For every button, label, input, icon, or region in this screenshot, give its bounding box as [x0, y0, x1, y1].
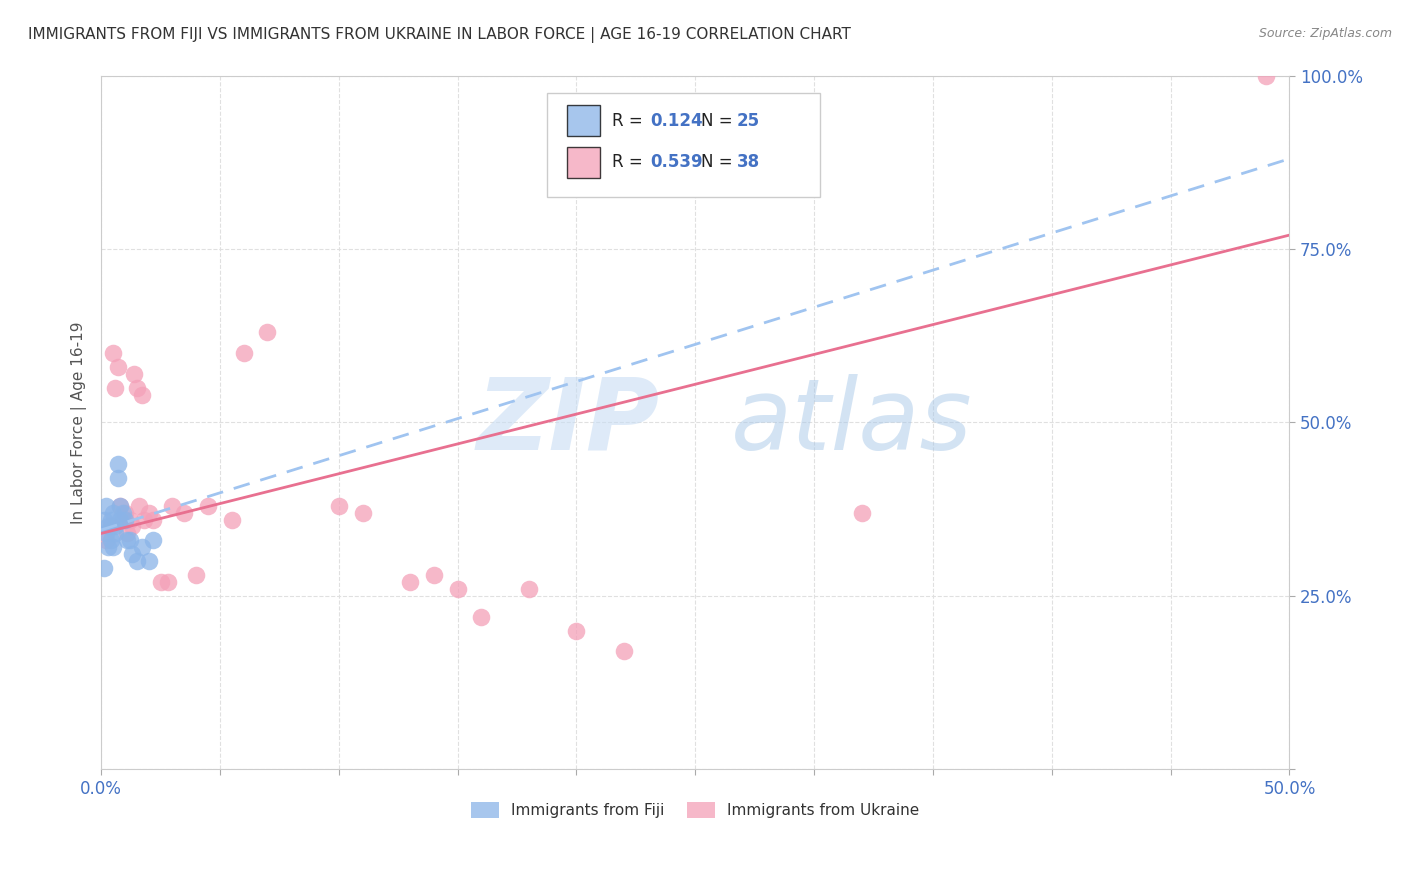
Point [93, 512, 115, 526]
Point [138, 506, 160, 520]
FancyBboxPatch shape [567, 105, 600, 136]
Point [131, 541, 153, 555]
Point [104, 526, 127, 541]
Point [97, 541, 120, 555]
Point [125, 381, 148, 395]
Point [111, 506, 134, 520]
Point [173, 506, 195, 520]
Text: 25: 25 [737, 112, 761, 129]
Point [118, 533, 141, 548]
Point [94, 533, 117, 548]
Point [399, 574, 422, 589]
Text: R =: R = [612, 153, 648, 171]
Point [851, 506, 873, 520]
Text: N =: N = [702, 112, 738, 129]
Point [121, 547, 143, 561]
Point [117, 526, 139, 541]
Point [100, 512, 122, 526]
Point [232, 346, 254, 360]
Point [108, 499, 131, 513]
Text: IMMIGRANTS FROM FIJI VS IMMIGRANTS FROM UKRAINE IN LABOR FORCE | AGE 16-19 CORRE: IMMIGRANTS FROM FIJI VS IMMIGRANTS FROM … [28, 27, 851, 43]
Point [256, 325, 278, 339]
Point [613, 644, 636, 658]
Point [101, 541, 124, 555]
Point [131, 387, 153, 401]
Point [328, 499, 350, 513]
Legend: Immigrants from Fiji, Immigrants from Ukraine: Immigrants from Fiji, Immigrants from Uk… [465, 796, 925, 824]
Point [111, 512, 134, 526]
Point [128, 499, 150, 513]
Point [470, 609, 492, 624]
Point [104, 519, 127, 533]
Point [100, 533, 122, 548]
Point [186, 568, 208, 582]
Point [104, 381, 127, 395]
Text: N =: N = [702, 153, 738, 171]
Point [352, 506, 374, 520]
Point [565, 624, 588, 638]
Point [125, 554, 148, 568]
Point [517, 582, 540, 596]
Point [142, 533, 165, 548]
FancyBboxPatch shape [567, 146, 600, 178]
Point [1254, 69, 1277, 83]
Point [117, 533, 139, 548]
Point [94, 526, 117, 541]
Text: ZIP: ZIP [477, 374, 659, 471]
Point [121, 519, 143, 533]
Point [114, 506, 136, 520]
Point [108, 512, 131, 526]
Text: 0.539: 0.539 [650, 153, 703, 171]
Point [94, 499, 117, 513]
Point [423, 568, 446, 582]
Point [221, 512, 243, 526]
Point [162, 499, 184, 513]
Y-axis label: In Labor Force | Age 16-19: In Labor Force | Age 16-19 [72, 321, 87, 524]
Point [446, 582, 468, 596]
Point [97, 519, 120, 533]
FancyBboxPatch shape [547, 93, 820, 197]
Point [156, 574, 179, 589]
Point [108, 499, 131, 513]
Point [124, 367, 146, 381]
Point [107, 471, 129, 485]
Point [142, 512, 165, 526]
Point [93, 561, 115, 575]
Point [138, 554, 160, 568]
Text: Source: ZipAtlas.com: Source: ZipAtlas.com [1258, 27, 1392, 40]
Point [107, 359, 129, 374]
Point [107, 457, 129, 471]
Text: atlas: atlas [731, 374, 973, 471]
Text: 38: 38 [737, 153, 761, 171]
Point [118, 512, 141, 526]
Point [114, 512, 136, 526]
Point [149, 574, 172, 589]
Point [132, 512, 155, 526]
Point [197, 499, 219, 513]
Text: R =: R = [612, 112, 648, 129]
Text: 0.124: 0.124 [650, 112, 703, 129]
Point [100, 519, 122, 533]
Point [101, 346, 124, 360]
Point [101, 506, 124, 520]
